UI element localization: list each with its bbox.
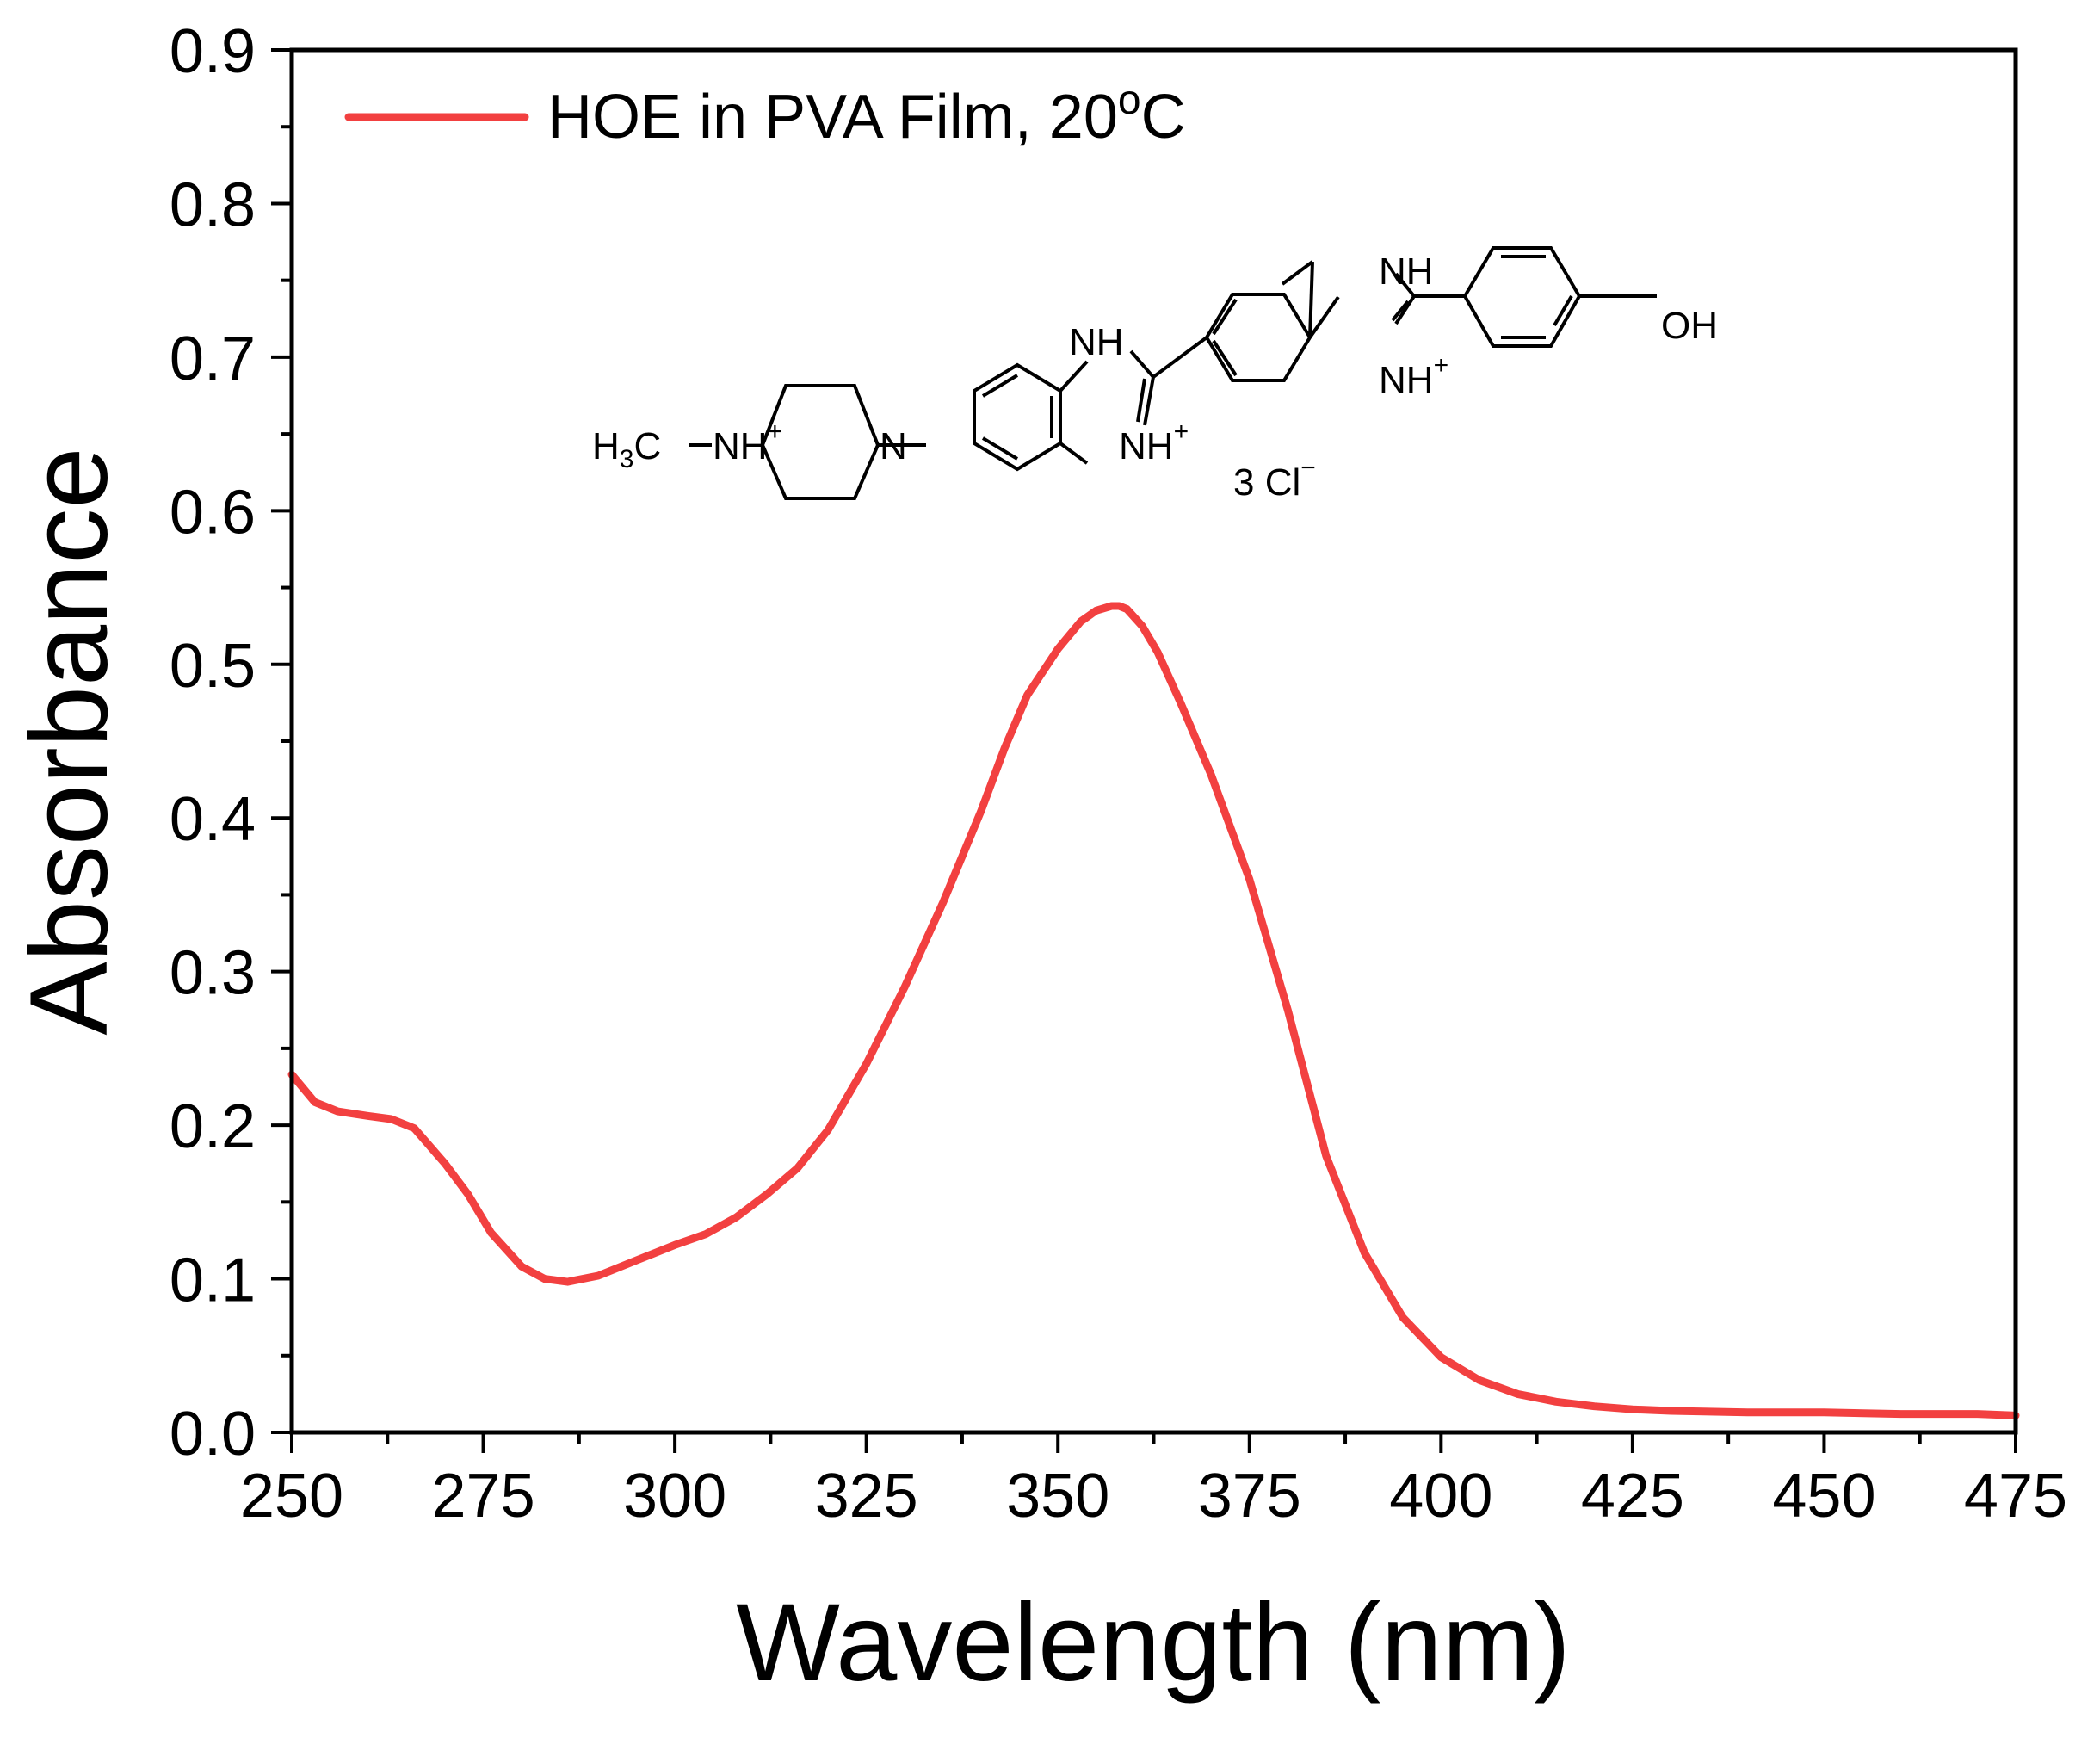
x-tick-label: 275 xyxy=(431,1462,534,1531)
legend-label: HOE in PVA Film, 20oC xyxy=(547,77,1186,152)
svg-text:OH: OH xyxy=(1661,305,1718,347)
y-tick-label: 0.3 xyxy=(170,939,256,1008)
y-tick-labels: 0.0 0.1 0.2 0.3 0.4 0.5 0.6 0.7 0.8 0.9 xyxy=(170,17,256,1469)
y-tick-label: 0.2 xyxy=(170,1092,256,1161)
plot-frame xyxy=(289,47,2018,1435)
svg-text:H3C: H3C xyxy=(592,425,661,473)
svg-text:NH: NH xyxy=(1069,321,1124,363)
absorbance-series-line xyxy=(287,602,2020,1419)
x-tick-label: 475 xyxy=(1964,1462,2067,1531)
x-tick-label: 250 xyxy=(240,1462,343,1531)
svg-text:3 Cl−: 3 Cl− xyxy=(1233,454,1316,504)
x-tick-label: 325 xyxy=(815,1462,918,1531)
y-tick-label: 0.4 xyxy=(170,785,256,854)
y-tick-label: 0.6 xyxy=(170,478,256,547)
y-axis-title: Absorbance xyxy=(8,447,131,1035)
svg-text:NH+: NH+ xyxy=(1119,417,1189,467)
major-ticks xyxy=(271,48,2017,1453)
x-tick-labels: 250 275 300 325 350 375 400 425 450 475 xyxy=(240,1462,2067,1531)
x-tick-label: 425 xyxy=(1581,1462,1684,1531)
y-tick-label: 0.1 xyxy=(170,1246,256,1315)
x-tick-label: 400 xyxy=(1389,1462,1492,1531)
svg-text:NH: NH xyxy=(1379,250,1434,293)
y-tick-label: 0.7 xyxy=(170,325,256,393)
x-tick-label: 300 xyxy=(623,1462,726,1531)
y-tick-label: 0.5 xyxy=(170,632,256,701)
chemical-structure-labels: H3C NH+ N NH NH+ NH NH+ OH 3 Cl− xyxy=(592,250,1718,504)
y-tick-label: 0.0 xyxy=(170,1400,256,1469)
x-tick-label: 350 xyxy=(1006,1462,1109,1531)
x-tick-label: 450 xyxy=(1772,1462,1875,1531)
svg-text:NH+: NH+ xyxy=(1379,351,1448,401)
y-tick-label: 0.8 xyxy=(170,170,256,239)
svg-text:N: N xyxy=(880,425,907,467)
x-tick-label: 375 xyxy=(1198,1462,1301,1531)
svg-text:NH+: NH+ xyxy=(713,417,782,467)
legend: HOE in PVA Film, 20oC xyxy=(344,77,1186,152)
y-tick-label: 0.9 xyxy=(170,17,256,86)
x-axis-title: Wavelength (nm) xyxy=(736,1581,1571,1704)
chemical-structure xyxy=(689,246,1657,500)
